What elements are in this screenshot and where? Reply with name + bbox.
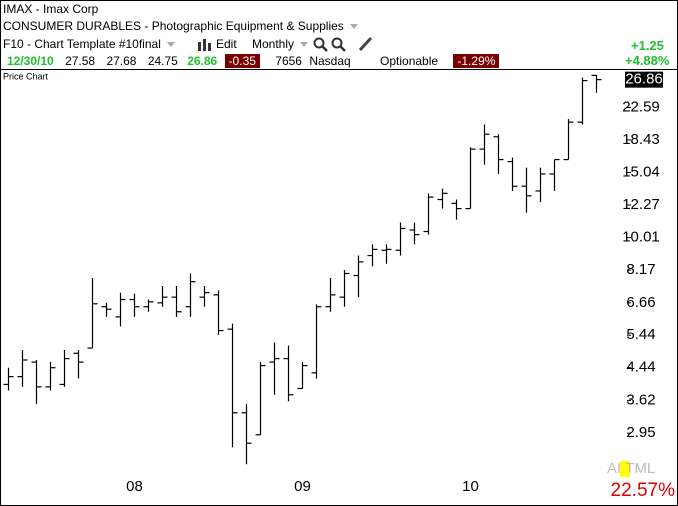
pencil-icon[interactable] <box>358 36 374 52</box>
indicator-letter: I <box>617 460 621 477</box>
template-text: F10 - Chart Template #10final <box>3 37 161 51</box>
quote-optionable: Optionable <box>380 54 439 68</box>
period-change-pct: +4.88% <box>625 53 669 69</box>
y-tick-label: 4.44 <box>626 359 655 376</box>
period-change-text: +1.25 <box>631 38 664 53</box>
quote-date: 12/30/10 <box>7 54 54 68</box>
y-tick-label: 12.27 <box>622 196 660 213</box>
indicator-letter: TML <box>625 460 655 477</box>
chart-title: Price Chart <box>3 71 49 81</box>
x-tick-label: 09 <box>294 478 311 495</box>
y-tick-label: 15.04 <box>622 163 660 180</box>
y-tick-label: 18.43 <box>622 131 660 148</box>
indicator-highlight <box>620 461 630 477</box>
y-tick-label: 8.17 <box>626 261 655 278</box>
quote-exchange: Nasdaq <box>309 54 351 68</box>
quote-low: 24.75 <box>147 54 178 68</box>
zoom-icons[interactable] <box>313 37 349 52</box>
industry-text: CONSUMER DURABLES - Photographic Equipme… <box>3 19 344 33</box>
y-tick-label: 10.01 <box>622 229 660 246</box>
quote-change: -0.35 <box>224 54 260 68</box>
y-tick-label: 5.44 <box>626 326 655 343</box>
period-select[interactable]: Monthly <box>252 36 309 52</box>
quote-volume: 7656 <box>275 54 302 68</box>
period-change-pct-text: +4.88% <box>625 53 670 68</box>
template[interactable]: F10 - Chart Template #10final <box>3 36 175 52</box>
edit-button[interactable]: Edit <box>216 37 237 51</box>
quote-open: 27.58 <box>65 54 96 68</box>
bar-icon[interactable] <box>197 39 213 51</box>
industry[interactable]: CONSUMER DURABLES - Photographic Equipme… <box>3 18 358 34</box>
indicator-letters: AI TML <box>607 460 655 477</box>
y-tick-label: 6.66 <box>626 294 655 311</box>
last-price-label: 26.86 <box>625 71 663 88</box>
period-text: Monthly <box>252 37 295 51</box>
y-tick-label: 22.59 <box>622 98 660 115</box>
quote-change-pct: -1.29% <box>453 54 500 68</box>
period-change: +1.25 <box>631 38 664 54</box>
indicator-letter: A <box>607 460 617 477</box>
x-tick-label: 08 <box>126 478 143 495</box>
indicator-value: 22.57% <box>611 480 676 501</box>
last-price-box <box>625 71 663 88</box>
symbol[interactable]: IMAX - Imax Corp <box>3 2 99 16</box>
quote-high: 27.68 <box>106 54 137 68</box>
quote-line: 12/30/10 27.58 27.68 24.75 26.86 -0.35 7… <box>7 53 500 69</box>
y-tick-label: 3.62 <box>626 391 655 408</box>
x-tick-label: 10 <box>462 478 479 495</box>
chart: Price Chart 22.59 18.43 15.04 12.27 10.01 8.1… <box>1 69 677 501</box>
quote-close: 26.86 <box>187 54 218 68</box>
y-tick-label: 2.95 <box>626 424 655 441</box>
